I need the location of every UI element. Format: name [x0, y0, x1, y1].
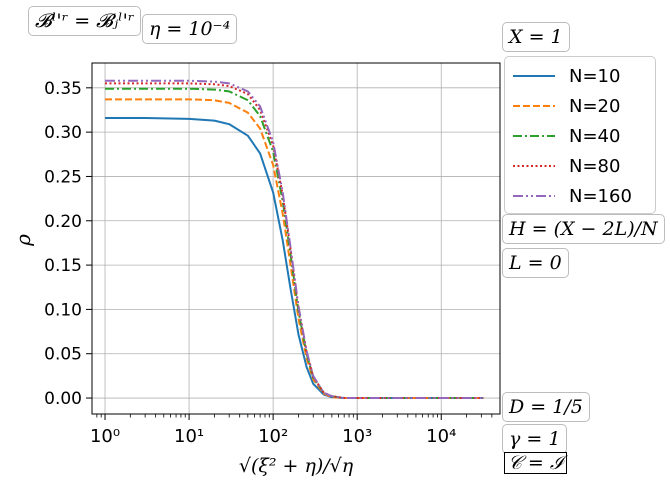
- y-tick-label: 0.10: [44, 300, 82, 320]
- legend-label-n10: N=10: [569, 65, 621, 87]
- series-line-n160: [105, 79, 484, 400]
- y-tick-label: 0.30: [44, 123, 82, 143]
- x-tick-label: 10³: [342, 426, 372, 447]
- series-layer: [105, 79, 484, 400]
- annotation-eta: η = 10⁻⁴: [142, 14, 238, 44]
- y-tick-label: 0.15: [44, 256, 82, 276]
- legend: N=10 N=20 N=40 N=80 N=160: [504, 56, 656, 214]
- legend-swatch-n10: [513, 75, 555, 77]
- grid: [92, 63, 500, 414]
- y-tick-label: 0.20: [44, 212, 82, 232]
- x-tick-label: 10²: [258, 426, 288, 447]
- x-tick-label: 10⁴: [426, 426, 456, 447]
- y-tick-label: 0.00: [44, 389, 82, 409]
- annotation-l: L = 0: [502, 248, 569, 278]
- y-axis-label: ρ: [11, 234, 35, 247]
- legend-label-n20: N=20: [569, 95, 621, 117]
- annotation-c: 𝒞 = ℐ: [504, 452, 568, 474]
- legend-item-n40: N=40: [513, 121, 649, 151]
- legend-item-n160: N=160: [513, 181, 649, 211]
- legend-swatch-n40: [513, 135, 555, 137]
- plot-background: [92, 63, 500, 414]
- legend-label-n160: N=160: [569, 185, 632, 207]
- legend-swatch-n20: [513, 105, 555, 107]
- annotation-bc-equation: 𝓑ˡ'ʳ = 𝓑ⱼˡ'ʳ: [28, 6, 142, 36]
- y-tick-label: 0.25: [44, 167, 82, 187]
- y-tick-label: 0.05: [44, 345, 82, 365]
- x-axis-label: √(ξ² + η)/√η: [239, 455, 354, 477]
- plot-frame: [91, 62, 501, 415]
- annotation-x: X = 1: [502, 22, 570, 52]
- annotation-d: D = 1/5: [502, 392, 590, 422]
- legend-item-n20: N=20: [513, 91, 649, 121]
- legend-label-n40: N=40: [569, 125, 621, 147]
- legend-swatch-n80: [513, 165, 555, 167]
- legend-label-n80: N=80: [569, 155, 621, 177]
- x-axis-ticks: 10⁰ 10¹ 10² 10³ 10⁴: [90, 414, 493, 447]
- legend-item-n10: N=10: [513, 61, 649, 91]
- annotation-h: H = (X − 2L)/N: [502, 214, 665, 244]
- legend-item-n80: N=80: [513, 151, 649, 181]
- x-tick-label: 10⁰: [90, 426, 120, 447]
- x-tick-label: 10¹: [174, 426, 204, 447]
- legend-swatch-n160: [513, 195, 555, 197]
- y-tick-label: 0.35: [44, 79, 82, 99]
- annotation-gamma: γ = 1: [502, 424, 568, 454]
- y-axis-ticks: 0.00 0.05 0.10 0.15 0.20 0.25 0.30 0.35: [44, 79, 92, 409]
